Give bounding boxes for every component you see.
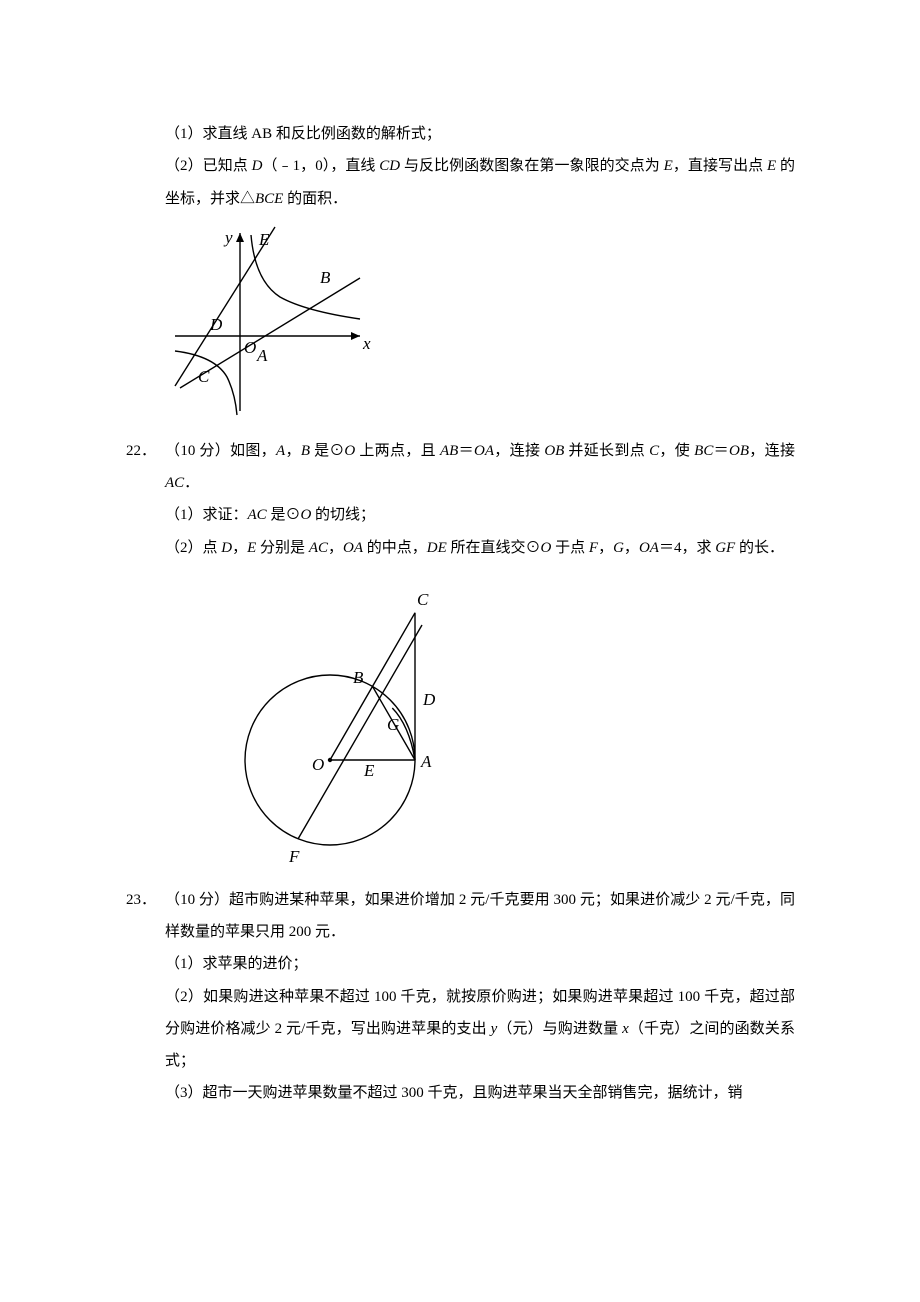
t: 与反比例函数图象在第一象限的交点为 <box>400 158 664 174</box>
svg-text:O: O <box>244 338 256 357</box>
t: 的切线； <box>311 507 375 523</box>
q23: 23． （10 分）超市购进某种苹果，如果进价增加 2 元/千克要用 300 元… <box>130 884 795 949</box>
var-BCE: BCE <box>255 191 283 207</box>
q23-part1: （1）求苹果的进价； <box>130 948 795 980</box>
t: ，连接 <box>494 443 544 459</box>
svg-text:B: B <box>320 268 331 287</box>
var-OB: OB <box>544 443 564 459</box>
q23-num: 23． <box>126 884 156 916</box>
svg-text:O: O <box>312 755 324 774</box>
svg-text:G: G <box>387 715 399 734</box>
var-BC: BC <box>694 443 713 459</box>
t: ， <box>598 540 613 556</box>
svg-text:B: B <box>353 668 364 687</box>
t: ＝ <box>458 443 474 459</box>
var-G: G <box>613 540 624 556</box>
t: （元）与购进数量 <box>497 1021 622 1037</box>
var-A: A <box>276 443 285 459</box>
q22: 22． （10 分）如图，A，B 是⊙O 上两点，且 AB＝OA，连接 OB 并… <box>130 435 795 500</box>
t: ，直接写出点 <box>673 158 767 174</box>
q21-part2: （2）已知点 D（﹣1，0），直线 CD 与反比例函数图象在第一象限的交点为 E… <box>130 150 795 215</box>
var-OA: OA <box>474 443 494 459</box>
t: ， <box>232 540 247 556</box>
t: ， <box>285 443 301 459</box>
t: （2）已知点 <box>165 158 252 174</box>
svg-text:x: x <box>362 334 371 353</box>
t: 是⊙ <box>310 443 344 459</box>
t: ． <box>184 475 199 491</box>
t: 分别是 <box>256 540 309 556</box>
page: （1）求直线 AB 和反比例函数的解析式； （2）已知点 D（﹣1，0），直线 … <box>0 0 920 1170</box>
svg-text:A: A <box>256 346 268 365</box>
svg-text:E: E <box>363 761 375 780</box>
t: （10 分）如图， <box>165 443 276 459</box>
var-DE: DE <box>427 540 447 556</box>
t: ， <box>624 540 639 556</box>
var-OB: OB <box>729 443 749 459</box>
var-E: E <box>767 158 776 174</box>
t: 的面积． <box>283 191 347 207</box>
t: ＝4，求 <box>659 540 715 556</box>
q21-part1: （1）求直线 AB 和反比例函数的解析式； <box>130 118 795 150</box>
t: 上两点，且 <box>355 443 440 459</box>
var-O: O <box>541 540 552 556</box>
svg-text:A: A <box>420 752 432 771</box>
var-E: E <box>247 540 256 556</box>
q22-part2: （2）点 D，E 分别是 AC，OA 的中点，DE 所在直线交⊙O 于点 F，G… <box>130 532 795 564</box>
q22-part1: （1）求证：AC 是⊙O 的切线； <box>130 499 795 531</box>
q21-svg: y E B D O A C x <box>165 221 385 421</box>
var-E: E <box>664 158 673 174</box>
t: 的长． <box>735 540 784 556</box>
var-AB: AB <box>440 443 458 459</box>
var-AC: AC <box>309 540 328 556</box>
var-AC: AC <box>248 507 267 523</box>
var-OA: OA <box>639 540 659 556</box>
q22-svg: C B D G O E A F <box>235 570 465 870</box>
t: （﹣1，0），直线 <box>262 158 379 174</box>
svg-text:F: F <box>288 847 300 866</box>
svg-text:D: D <box>209 315 223 334</box>
t: ，使 <box>659 443 694 459</box>
svg-text:y: y <box>223 228 233 247</box>
var-D: D <box>252 158 263 174</box>
var-GF: GF <box>715 540 735 556</box>
svg-text:C: C <box>417 590 429 609</box>
q22-num: 22． <box>126 435 156 467</box>
var-C: C <box>649 443 659 459</box>
var-D: D <box>221 540 232 556</box>
q22-figure: C B D G O E A F <box>130 570 795 874</box>
var-F: F <box>589 540 598 556</box>
svg-text:D: D <box>422 690 436 709</box>
t: 于点 <box>551 540 589 556</box>
t: 并延长到点 <box>564 443 649 459</box>
var-OA: OA <box>343 540 363 556</box>
var-B: B <box>301 443 310 459</box>
q23-head: （10 分）超市购进某种苹果，如果进价增加 2 元/千克要用 300 元；如果进… <box>165 892 795 940</box>
var-O: O <box>344 443 355 459</box>
var-CD: CD <box>379 158 400 174</box>
t: ， <box>328 540 343 556</box>
t: ，连接 <box>749 443 795 459</box>
t: 是⊙ <box>267 507 301 523</box>
svg-text:C: C <box>198 367 210 386</box>
q23-part3: （3）超市一天购进苹果数量不超过 300 千克，且购进苹果当天全部销售完，据统计… <box>130 1077 795 1109</box>
t: ＝ <box>713 443 729 459</box>
t: 所在直线交⊙ <box>447 540 541 556</box>
t: （2）点 <box>165 540 221 556</box>
t: （1）求证： <box>165 507 248 523</box>
q23-part2: （2）如果购进这种苹果不超过 100 千克，就按原价购进；如果购进苹果超过 10… <box>130 981 795 1078</box>
var-x: x <box>622 1021 629 1037</box>
q21-figure: y E B D O A C x <box>130 221 795 425</box>
svg-text:E: E <box>258 230 270 249</box>
t: 的中点， <box>363 540 427 556</box>
var-O: O <box>300 507 311 523</box>
var-AC: AC <box>165 475 184 491</box>
